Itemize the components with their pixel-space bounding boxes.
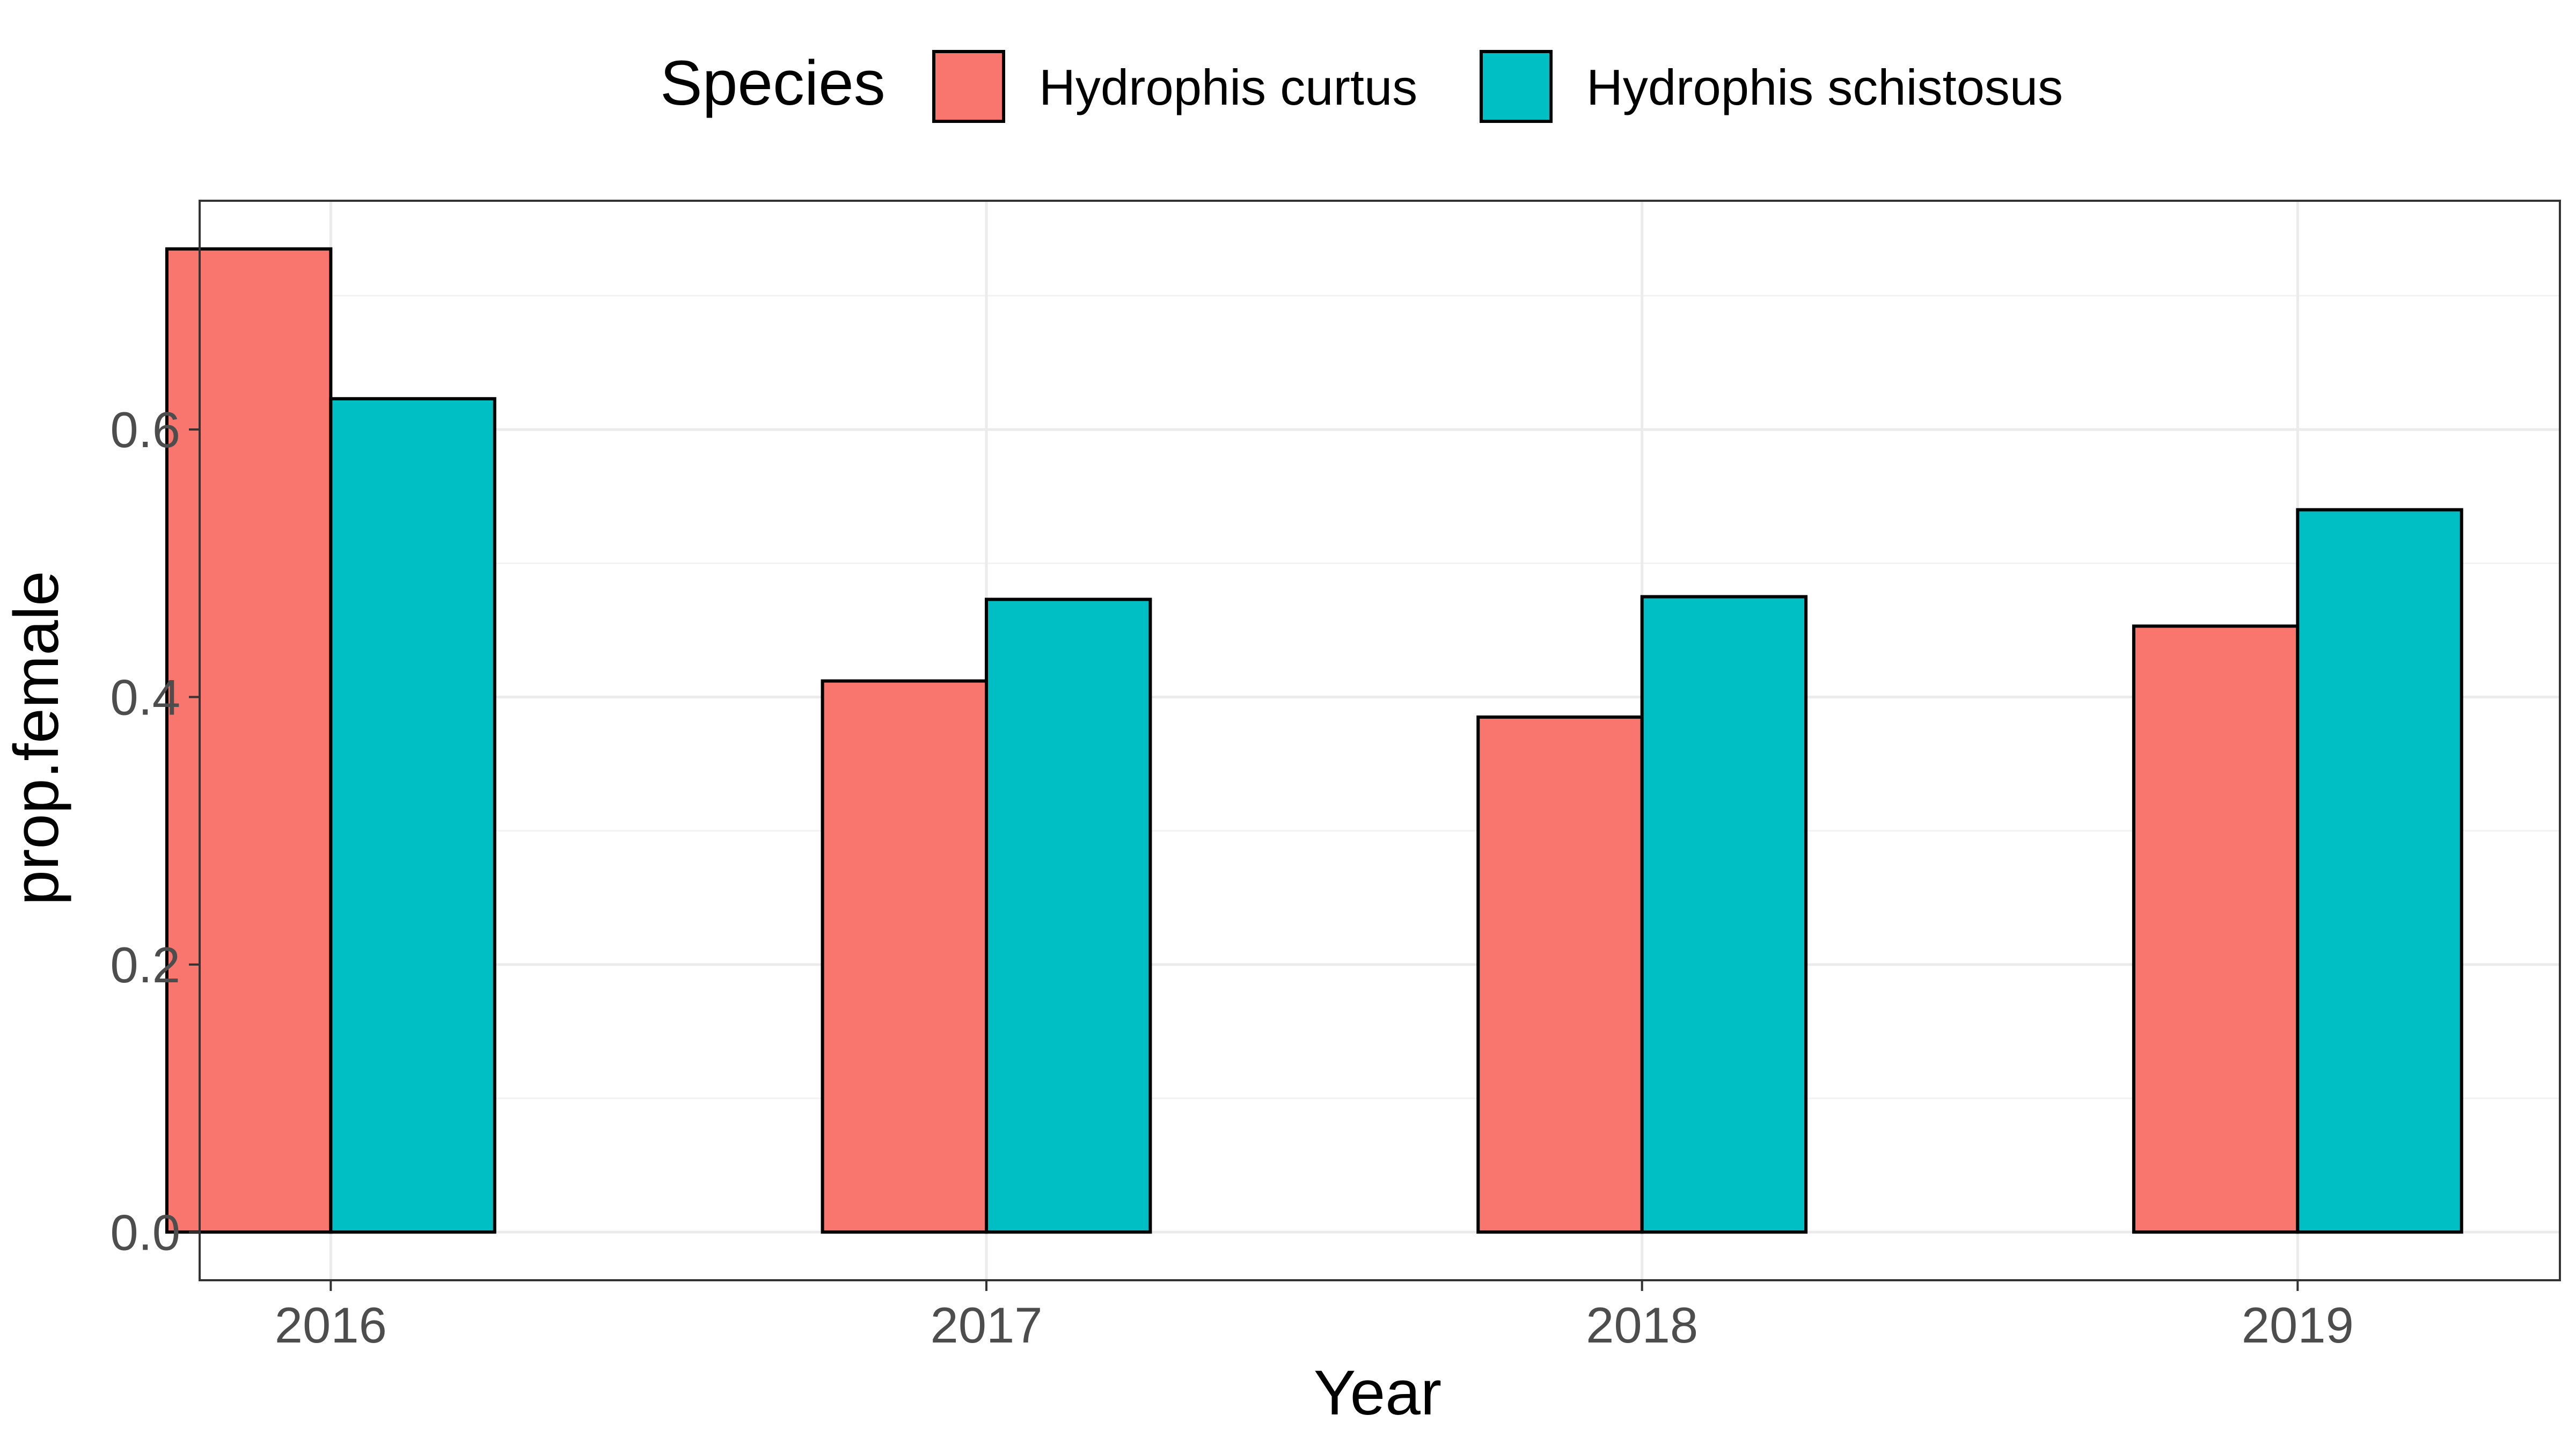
x-tick-label: 2018 — [1586, 1297, 1698, 1353]
legend-label: Hydrophis curtus — [1039, 59, 1417, 115]
x-tick-label: 2017 — [930, 1297, 1042, 1353]
y-axis-title: prop.female — [1, 571, 72, 905]
y-tick-label: 0.4 — [110, 669, 180, 726]
y-tick-label: 0.0 — [110, 1204, 180, 1260]
legend-title: Species — [660, 48, 885, 119]
legend: Species Hydrophis curtus Hydrophis schist… — [660, 48, 2063, 123]
bar-hydrophis-curtus-2019 — [2132, 624, 2300, 1234]
bar-hydrophis-curtus-2018 — [1476, 715, 1644, 1234]
bar-hydrophis-schistosus-2018 — [1640, 595, 1808, 1234]
bar-hydrophis-schistosus-2016 — [329, 397, 496, 1234]
plot-panel — [165, 200, 2561, 1281]
x-tick-label: 2019 — [2242, 1297, 2354, 1353]
bar-hydrophis-schistosus-2019 — [2296, 508, 2463, 1234]
x-tick-label: 2016 — [275, 1297, 387, 1353]
y-tick-label: 0.2 — [110, 937, 180, 993]
bar-hydrophis-schistosus-2017 — [985, 597, 1152, 1234]
y-axis: 0.0 0.2 0.4 0.6 — [110, 402, 200, 1260]
bars — [165, 247, 2463, 1234]
y-tick-label: 0.6 — [110, 402, 180, 458]
x-axis-title: Year — [1314, 1358, 1441, 1428]
legend-key-hydrophis-schistosus — [1480, 50, 1553, 123]
bar-hydrophis-curtus-2017 — [821, 679, 989, 1234]
legend-label: Hydrophis schistosus — [1586, 59, 2063, 115]
bar-hydrophis-curtus-2016 — [165, 247, 333, 1234]
legend-key-hydrophis-curtus — [932, 50, 1005, 123]
plot-border — [199, 200, 2561, 1281]
x-axis: 2016 2017 2018 2019 — [275, 1280, 2354, 1353]
